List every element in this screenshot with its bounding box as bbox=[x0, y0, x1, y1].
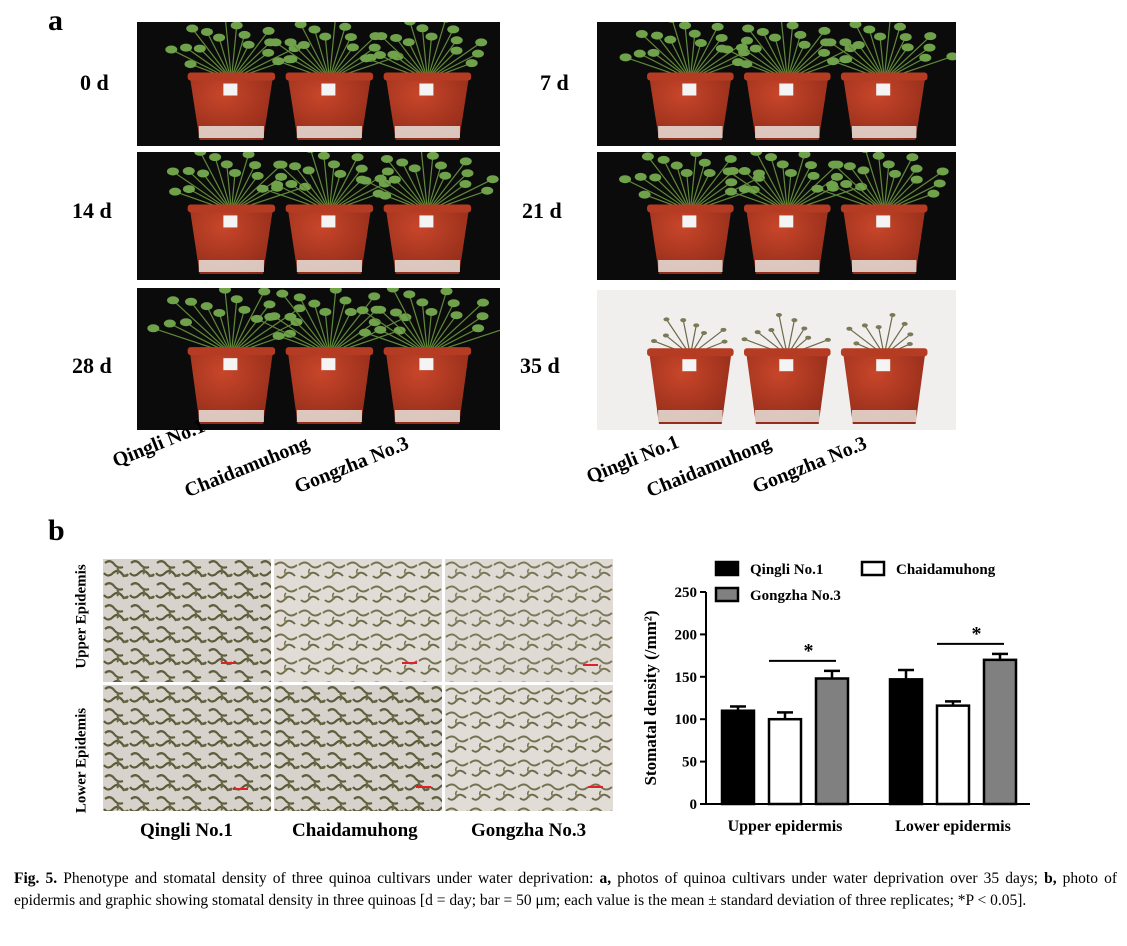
y-tick-label: 0 bbox=[690, 797, 698, 813]
day-label-21: 21 d bbox=[522, 198, 562, 223]
plant-photo-14d bbox=[137, 152, 500, 280]
plant-photo-0d bbox=[137, 22, 500, 146]
day-label-7: 7 d bbox=[540, 70, 569, 95]
plant-photo-35d bbox=[597, 290, 956, 430]
y-tick-label: 100 bbox=[675, 712, 698, 728]
micrograph-lower-chaidamuhong bbox=[274, 685, 442, 811]
y-tick-label: 200 bbox=[675, 627, 698, 643]
y-tick-label: 150 bbox=[675, 670, 698, 686]
x-category-label: Lower epidermis bbox=[895, 818, 1011, 835]
caption-intro: Phenotype and stomatal density of three … bbox=[57, 870, 600, 887]
legend-label: Qingli No.1 bbox=[750, 562, 823, 578]
significance-marker: * bbox=[972, 623, 982, 645]
y-tick-label: 250 bbox=[675, 585, 698, 601]
cultivar-label-left-2: Chaidamuhong bbox=[181, 432, 313, 503]
day-label-14: 14 d bbox=[72, 198, 112, 223]
legend-swatch bbox=[714, 560, 740, 577]
legend-swatch bbox=[714, 586, 740, 603]
panel-a-letter: a bbox=[48, 4, 63, 37]
row-label-upper: Upper Epidemis bbox=[73, 564, 90, 669]
col-label-gongzha: Gongzha No.3 bbox=[471, 820, 587, 841]
stomatal-density-chart: 0 50 100 150 200 250 Stomatal density (/mm²) * U… bbox=[641, 560, 1030, 835]
micrograph-lower-gongzha bbox=[445, 685, 613, 811]
day-label-0: 0 d bbox=[80, 70, 109, 95]
bar bbox=[720, 709, 756, 806]
micrograph-upper-chaidamuhong bbox=[274, 559, 442, 682]
row-label-lower: Lower Epidemis bbox=[73, 707, 90, 814]
legend-swatch bbox=[860, 560, 886, 577]
col-label-chaidamuhong: Chaidamuhong bbox=[292, 820, 418, 841]
plant-photo-7d bbox=[597, 22, 956, 146]
x-category-label: Upper epidermis bbox=[728, 818, 843, 835]
bar bbox=[814, 677, 850, 806]
bar bbox=[935, 704, 971, 806]
col-label-qingli: Qingli No.1 bbox=[140, 820, 233, 841]
figure-caption: Fig. 5. Phenotype and stomatal density o… bbox=[14, 868, 1117, 912]
day-label-35: 35 d bbox=[520, 353, 560, 378]
micrograph-upper-qingli bbox=[103, 559, 271, 682]
day-label-28: 28 d bbox=[72, 353, 112, 378]
bar bbox=[982, 658, 1018, 806]
plant-photo-21d bbox=[597, 152, 956, 280]
legend-label: Gongzha No.3 bbox=[750, 588, 841, 604]
bar bbox=[888, 678, 924, 806]
bar bbox=[767, 717, 803, 806]
significance-marker: * bbox=[804, 640, 814, 662]
panel-b-letter: b bbox=[48, 514, 65, 547]
legend-label: Chaidamuhong bbox=[896, 562, 996, 578]
caption-a-text: photos of quinoa cultivars under water d… bbox=[611, 870, 1045, 887]
cultivar-label-left-3: Gongzha No.3 bbox=[291, 432, 412, 499]
micrograph-lower-qingli bbox=[103, 685, 271, 811]
caption-a-label: a, bbox=[599, 870, 612, 887]
y-axis-label: Stomatal density (/mm²) bbox=[641, 610, 660, 785]
caption-b-text: photo of epidermis and graphic showing s… bbox=[14, 870, 1117, 909]
micrograph-upper-gongzha bbox=[445, 559, 613, 682]
y-tick-label: 50 bbox=[682, 755, 697, 771]
plant-photo-28d bbox=[137, 288, 500, 430]
caption-fig-label: Fig. 5. bbox=[14, 870, 58, 887]
caption-b-label: b, bbox=[1044, 870, 1057, 887]
